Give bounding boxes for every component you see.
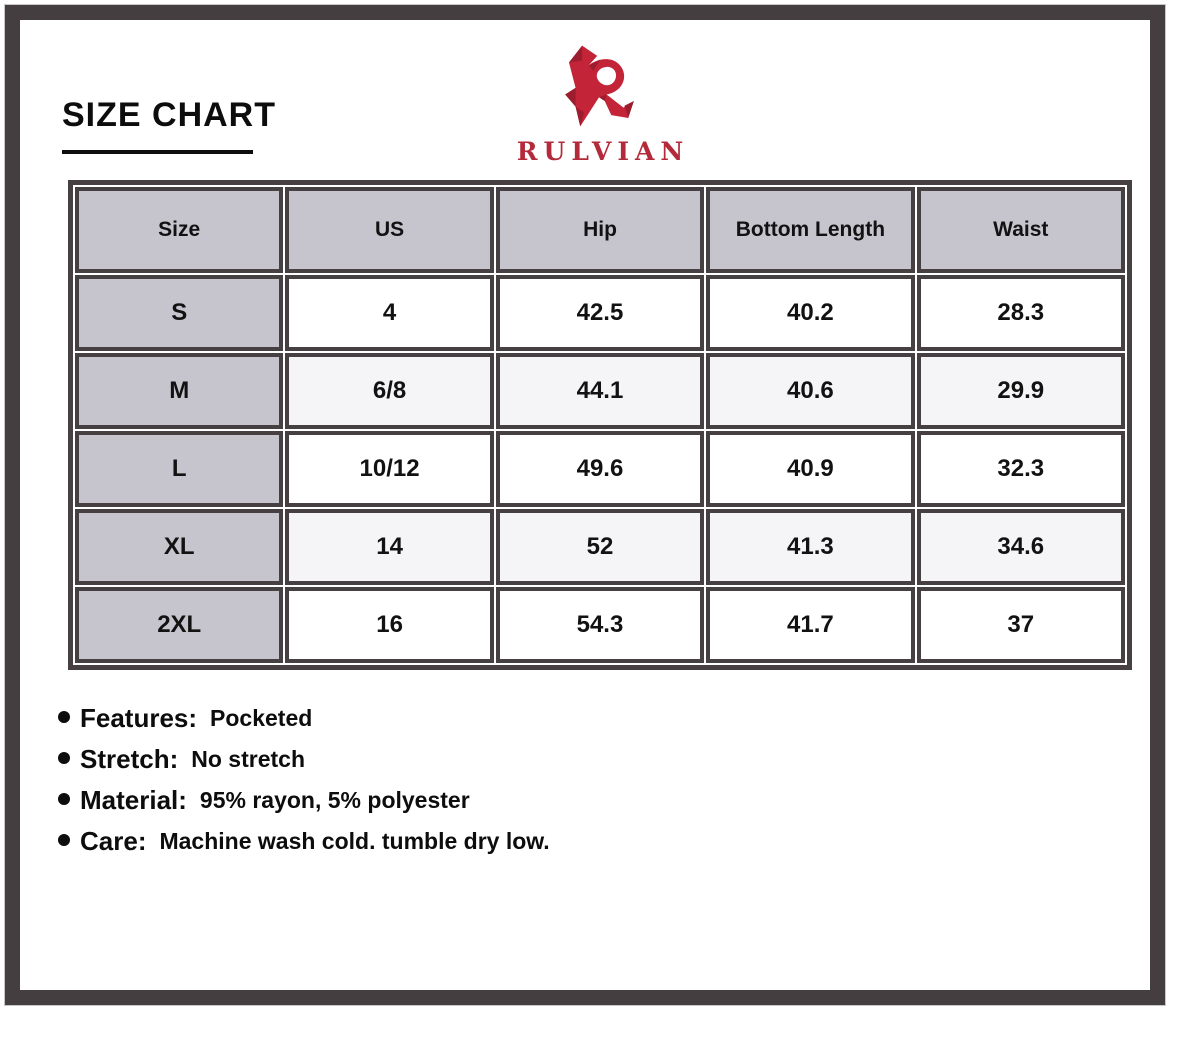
brand-wordmark: RULVIAN [516,137,690,166]
column-header-size: Size [75,187,284,273]
detail-value: Machine wash cold. tumble dry low. [159,827,550,854]
column-header-waist: Waist [916,187,1125,273]
hip-cell: 52 [495,509,705,585]
title-underline [62,150,253,154]
page-title: SIZE CHART [62,96,276,134]
list-item: Features: Pocketed [58,702,550,734]
detail-label: Features: [80,702,198,733]
hip-cell: 44.1 [495,353,705,429]
list-item: Material: 95% rayon, 5% polyester [58,784,550,816]
size-cell: M [75,353,284,429]
waist-cell: 37 [916,587,1125,663]
us-cell: 16 [285,587,494,663]
column-header-hip: Hip [495,187,705,273]
column-header-bottom-length: Bottom Length [706,187,915,273]
hip-cell: 49.6 [495,431,705,507]
table-row: L 10/12 49.6 40.9 32.3 [75,431,1125,507]
details-list: Features: Pocketed Stretch: No stretch M… [58,702,550,866]
detail-label: Stretch: [80,743,179,774]
waist-cell: 32.3 [916,431,1125,507]
bottom-length-cell: 41.7 [706,587,915,663]
table-header-row: Size US Hip Bottom Length Waist [75,187,1125,273]
bottom-length-cell: 40.9 [706,431,915,507]
detail-value: Pocketed [210,704,313,731]
us-cell: 10/12 [285,431,494,507]
bullet-icon [58,793,70,805]
waist-cell: 29.9 [916,353,1125,429]
size-cell: 2XL [75,587,284,663]
r-mark-icon [565,45,634,127]
bottom-length-cell: 40.2 [706,275,915,351]
hip-cell: 42.5 [495,275,705,351]
column-header-us: US [285,187,494,273]
list-item: Stretch: No stretch [58,743,550,775]
detail-value: No stretch [191,745,305,772]
detail-value: 95% rayon, 5% polyester [199,786,470,813]
bullet-icon [58,752,70,764]
us-cell: 6/8 [285,353,494,429]
table-row: 2XL 16 54.3 41.7 37 [75,587,1125,663]
bullet-icon [58,834,70,846]
picture-frame-border [5,5,1165,1005]
table-row: XL 14 52 41.3 34.6 [75,509,1125,585]
size-cell: L [75,431,284,507]
table-row: S 4 42.5 40.2 28.3 [75,275,1125,351]
bottom-length-cell: 40.6 [706,353,915,429]
bullet-icon [58,711,70,723]
table-row: M 6/8 44.1 40.6 29.9 [75,353,1125,429]
us-cell: 14 [285,509,494,585]
hip-cell: 54.3 [495,587,705,663]
list-item: Care: Machine wash cold. tumble dry low. [58,825,550,857]
bottom-length-cell: 41.3 [706,509,915,585]
brand-logo: RULVIAN [0,36,1200,164]
size-cell: S [75,275,284,351]
size-cell: XL [75,509,284,585]
waist-cell: 28.3 [916,275,1125,351]
us-cell: 4 [285,275,494,351]
size-chart-table: Size US Hip Bottom Length Waist S 4 42.5… [68,180,1132,670]
detail-label: Care: [80,825,147,856]
waist-cell: 34.6 [916,509,1125,585]
detail-label: Material: [80,784,187,815]
